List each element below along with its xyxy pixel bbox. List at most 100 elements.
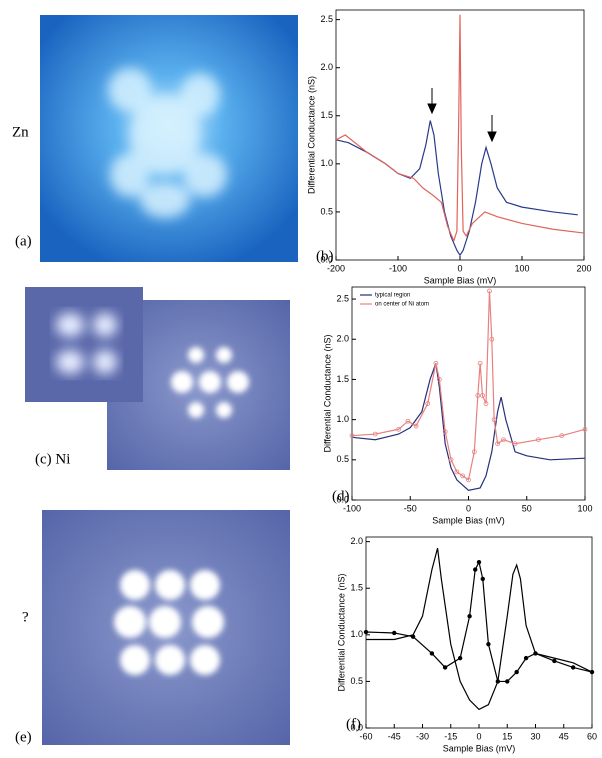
x-axis-label: Sample Bias (mV) (443, 743, 516, 753)
x-tick-label: 100 (577, 503, 592, 513)
y-tick-label: 2.0 (350, 536, 363, 546)
x-tick-label: 15 (502, 731, 512, 741)
data-point (349, 433, 355, 439)
y-tick-label: 2.5 (320, 14, 333, 24)
data-point (514, 669, 519, 675)
plot-frame (351, 286, 586, 501)
y-tick-label: 1.5 (350, 583, 363, 593)
y-tick-label: 0.0 (336, 494, 349, 504)
panel-label: (b) (316, 248, 334, 264)
data-point (467, 613, 472, 619)
data-point (436, 377, 442, 382)
panel-label: (e) (15, 729, 32, 745)
data-point (363, 629, 369, 635)
data-point (559, 433, 565, 439)
x-axis-label: Sample Bias (mV) (432, 515, 505, 525)
x-tick-label: 0 (476, 731, 481, 741)
data-point (448, 457, 454, 463)
arrow (427, 88, 497, 143)
data-line (366, 548, 593, 711)
data-point (480, 576, 485, 582)
legend-label: on center of Ni atom (375, 302, 429, 308)
y-tick-label: 1.5 (320, 110, 333, 120)
data-point (477, 360, 483, 366)
data-point (495, 441, 501, 447)
x-tick-label: 0 (457, 263, 462, 273)
y-tick-label: 1.0 (320, 158, 333, 168)
panel-label: (f) (346, 716, 361, 732)
data-point (552, 658, 557, 664)
data-point (413, 423, 419, 429)
x-tick-label: -100 (389, 263, 407, 273)
x-tick-label: -100 (343, 503, 361, 513)
x-axis-label: Sample Bias (mV) (424, 275, 497, 285)
data-point (483, 401, 489, 406)
x-tick-label: 60 (587, 731, 597, 741)
data-point (505, 679, 510, 684)
data-point (512, 441, 518, 447)
element-label: ? (22, 609, 29, 625)
data-line (351, 363, 586, 492)
data-point (442, 429, 448, 435)
y-tick-label: 0.0 (320, 254, 333, 264)
panel-label: (a) (15, 233, 32, 249)
x-tick-label: 200 (576, 263, 591, 273)
data-point (473, 567, 478, 572)
x-tick-label: -45 (388, 731, 401, 741)
y-axis-label: Differential Conductance (nS) (322, 335, 332, 453)
x-tick-label: -200 (327, 263, 345, 273)
data-point (486, 641, 491, 647)
data-point (491, 417, 497, 423)
data-point (536, 437, 541, 443)
y-axis-label: Differential Conductance (nS) (336, 574, 346, 692)
data-point (454, 469, 460, 475)
data-point (466, 477, 471, 483)
x-tick-label: -30 (416, 731, 429, 741)
data-point (480, 393, 485, 398)
y-axis-label: Differential Conductance (nS) (306, 76, 316, 194)
data-point (405, 418, 411, 424)
y-tick-label: 1.5 (336, 374, 349, 384)
x-tick-label: -60 (359, 731, 372, 741)
y-tick-label: 2.0 (336, 334, 349, 344)
data-line (351, 290, 586, 481)
y-tick-label: 2.0 (320, 62, 333, 72)
y-tick-label: 2.5 (336, 293, 349, 303)
image-c (25, 287, 290, 470)
y-tick-label: 0.5 (320, 206, 333, 216)
element-label: Zn (12, 124, 29, 140)
x-tick-label: 0 (466, 503, 471, 513)
data-line (335, 120, 578, 257)
data-point (582, 426, 588, 432)
panel-label: (d) (332, 488, 350, 504)
x-tick-label: -50 (404, 503, 417, 513)
data-line (335, 14, 585, 243)
x-tick-label: -15 (444, 731, 457, 741)
x-tick-label: 100 (514, 263, 529, 273)
data-point (442, 665, 448, 670)
plot-frame (365, 536, 593, 729)
data-point (533, 651, 538, 656)
data-point (476, 559, 482, 565)
data-point (589, 669, 595, 675)
data-point (487, 288, 492, 294)
data-point (475, 393, 481, 398)
x-tick-label: 30 (530, 731, 540, 741)
data-point (433, 360, 439, 366)
data-point (471, 449, 477, 455)
x-tick-label: 50 (522, 503, 532, 513)
data-point (489, 336, 495, 342)
panel-label: (c) Ni (35, 451, 70, 467)
image-a (40, 15, 298, 262)
data-point (372, 431, 378, 437)
data-line (365, 560, 593, 683)
legend-label: typical region (375, 293, 410, 299)
data-point (570, 665, 576, 670)
data-point (501, 437, 506, 443)
data-point (495, 679, 501, 684)
data-point (396, 426, 402, 432)
y-tick-label: 1.0 (350, 629, 363, 639)
data-point (523, 655, 529, 661)
image-e (42, 510, 290, 745)
